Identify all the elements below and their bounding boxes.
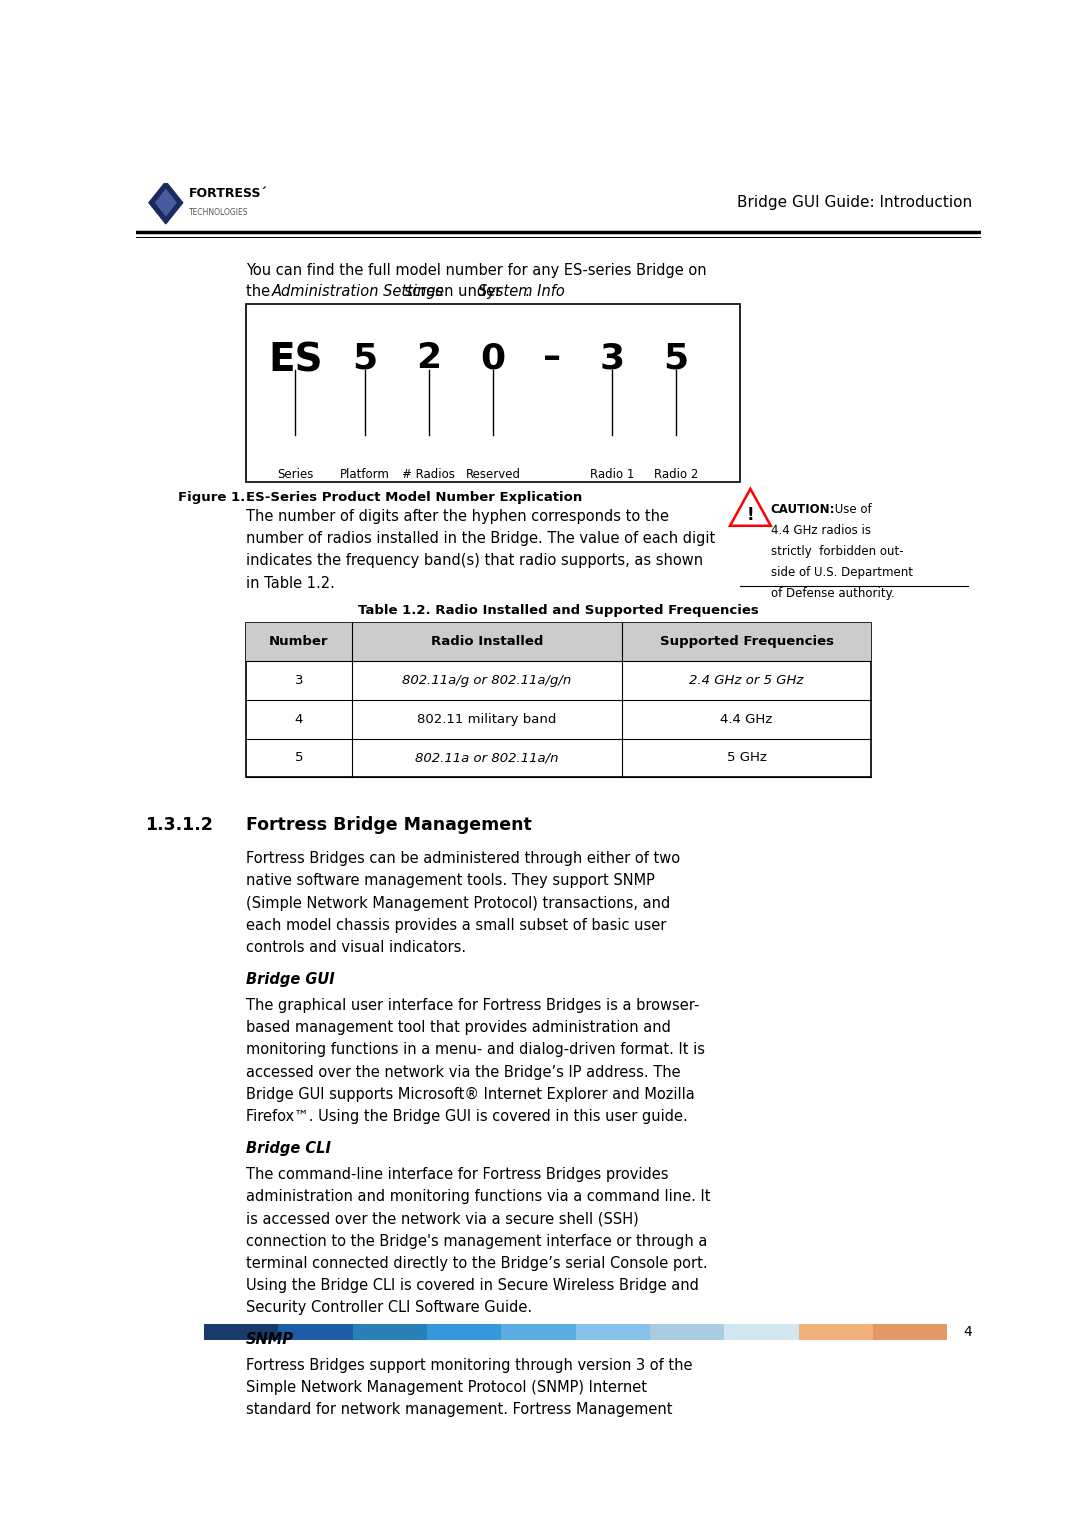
FancyBboxPatch shape [576,1323,650,1340]
Text: Bridge CLI: Bridge CLI [246,1141,331,1156]
FancyBboxPatch shape [246,303,740,481]
FancyBboxPatch shape [873,1323,947,1340]
Text: Bridge GUI: Bridge GUI [246,972,335,987]
Text: Fortress Bridge Management: Fortress Bridge Management [246,816,532,835]
Text: Fortress Bridges support monitoring through version 3 of the: Fortress Bridges support monitoring thro… [246,1359,692,1372]
Text: 4: 4 [964,1325,972,1339]
Text: Radio 2: Radio 2 [654,468,699,481]
Polygon shape [730,489,771,525]
Text: TECHNOLOGIES: TECHNOLOGIES [189,207,249,216]
FancyBboxPatch shape [246,623,871,777]
Text: ES: ES [268,341,323,379]
FancyBboxPatch shape [246,623,871,661]
Text: Figure 1.: Figure 1. [179,492,245,504]
Text: Simple Network Management Protocol (SNMP) Internet: Simple Network Management Protocol (SNMP… [246,1380,647,1395]
Text: the: the [246,283,275,299]
Text: Administration Settings: Administration Settings [271,283,444,299]
FancyBboxPatch shape [427,1323,501,1340]
Text: You can find the full model number for any ES-series Bridge on: You can find the full model number for a… [246,262,706,277]
FancyBboxPatch shape [204,1323,278,1340]
Text: Number: Number [269,635,328,649]
Text: !: ! [747,506,754,524]
Text: side of U.S. Department: side of U.S. Department [771,567,912,579]
Text: 802.11a or 802.11a/n: 802.11a or 802.11a/n [415,751,558,765]
FancyBboxPatch shape [799,1323,873,1340]
Text: in Table 1.2.: in Table 1.2. [246,576,335,591]
Text: CAUTION:: CAUTION: [771,503,835,516]
Text: Table 1.2. Radio Installed and Supported Frequencies: Table 1.2. Radio Installed and Supported… [359,603,759,617]
Text: Use of: Use of [832,503,872,516]
Text: 5 GHz: 5 GHz [727,751,766,765]
Text: strictly  forbidden out-: strictly forbidden out- [771,545,904,557]
Text: The command-line interface for Fortress Bridges provides: The command-line interface for Fortress … [246,1167,668,1182]
Text: monitoring functions in a menu- and dialog-driven format. It is: monitoring functions in a menu- and dial… [246,1042,705,1057]
Text: 802.11a/g or 802.11a/g/n: 802.11a/g or 802.11a/g/n [402,675,571,687]
Text: Reserved: Reserved [465,468,521,481]
Text: The graphical user interface for Fortress Bridges is a browser-: The graphical user interface for Fortres… [246,998,700,1013]
Text: of Defense authority.: of Defense authority. [771,588,895,600]
Text: administration and monitoring functions via a command line. It: administration and monitoring functions … [246,1189,711,1205]
Text: Platform: Platform [340,468,389,481]
Text: number of radios installed in the Bridge. The value of each digit: number of radios installed in the Bridge… [246,532,715,547]
Text: controls and visual indicators.: controls and visual indicators. [246,940,467,955]
Text: 5: 5 [294,751,303,765]
FancyBboxPatch shape [278,1323,352,1340]
Text: 2: 2 [416,341,441,375]
Polygon shape [149,181,183,224]
Text: Using the Bridge CLI is covered in Secure Wireless Bridge and: Using the Bridge CLI is covered in Secur… [246,1278,699,1293]
FancyBboxPatch shape [501,1323,576,1340]
Text: connection to the Bridge's management interface or through a: connection to the Bridge's management in… [246,1234,707,1249]
Text: screen under: screen under [400,283,506,299]
Text: .: . [525,283,530,299]
Text: Bridge GUI Guide: Introduction: Bridge GUI Guide: Introduction [738,195,972,210]
Text: Firefox™. Using the Bridge GUI is covered in this user guide.: Firefox™. Using the Bridge GUI is covere… [246,1109,688,1124]
Text: 4.4 GHz radios is: 4.4 GHz radios is [771,524,871,538]
Text: 2.4 GHz or 5 GHz: 2.4 GHz or 5 GHz [689,675,803,687]
Text: –: – [544,341,561,375]
Text: SNMP: SNMP [246,1333,294,1346]
Text: native software management tools. They support SNMP: native software management tools. They s… [246,874,655,888]
Text: System Info: System Info [477,283,565,299]
Text: The number of digits after the hyphen corresponds to the: The number of digits after the hyphen co… [246,509,669,524]
Text: accessed over the network via the Bridge’s IP address. The: accessed over the network via the Bridge… [246,1065,680,1080]
Text: 5: 5 [352,341,377,375]
Text: Radio 1: Radio 1 [590,468,634,481]
Text: indicates the frequency band(s) that radio supports, as shown: indicates the frequency band(s) that rad… [246,553,703,568]
Text: Fortress Bridges can be administered through either of two: Fortress Bridges can be administered thr… [246,851,680,867]
Text: standard for network management. Fortress Management: standard for network management. Fortres… [246,1403,673,1418]
Text: 4.4 GHz: 4.4 GHz [720,713,773,726]
Text: each model chassis provides a small subset of basic user: each model chassis provides a small subs… [246,918,666,934]
FancyBboxPatch shape [352,1323,427,1340]
Text: based management tool that provides administration and: based management tool that provides admi… [246,1020,671,1036]
Text: Bridge GUI supports Microsoft® Internet Explorer and Mozilla: Bridge GUI supports Microsoft® Internet … [246,1087,694,1103]
Text: # Radios: # Radios [402,468,456,481]
Text: (Simple Network Management Protocol) transactions, and: (Simple Network Management Protocol) tra… [246,896,670,911]
Text: 1.3.1.2: 1.3.1.2 [145,816,213,835]
Text: 3: 3 [294,675,303,687]
Text: 4: 4 [294,713,303,726]
Text: 802.11 military band: 802.11 military band [417,713,557,726]
Text: ES-Series Product Model Number Explication: ES-Series Product Model Number Explicati… [246,492,582,504]
FancyBboxPatch shape [650,1323,724,1340]
Text: Supported Frequencies: Supported Frequencies [659,635,834,649]
Text: FORTRESS´: FORTRESS´ [189,187,267,200]
FancyBboxPatch shape [724,1323,799,1340]
Text: 3: 3 [600,341,625,375]
Text: terminal connected directly to the Bridge’s serial Console port.: terminal connected directly to the Bridg… [246,1256,707,1270]
Polygon shape [155,189,177,216]
Text: 0: 0 [481,341,506,375]
Text: 5: 5 [664,341,689,375]
Text: Radio Installed: Radio Installed [431,635,543,649]
Text: Series: Series [277,468,314,481]
Text: is accessed over the network via a secure shell (SSH): is accessed over the network via a secur… [246,1211,639,1226]
Text: Security Controller CLI Software Guide.: Security Controller CLI Software Guide. [246,1301,532,1316]
